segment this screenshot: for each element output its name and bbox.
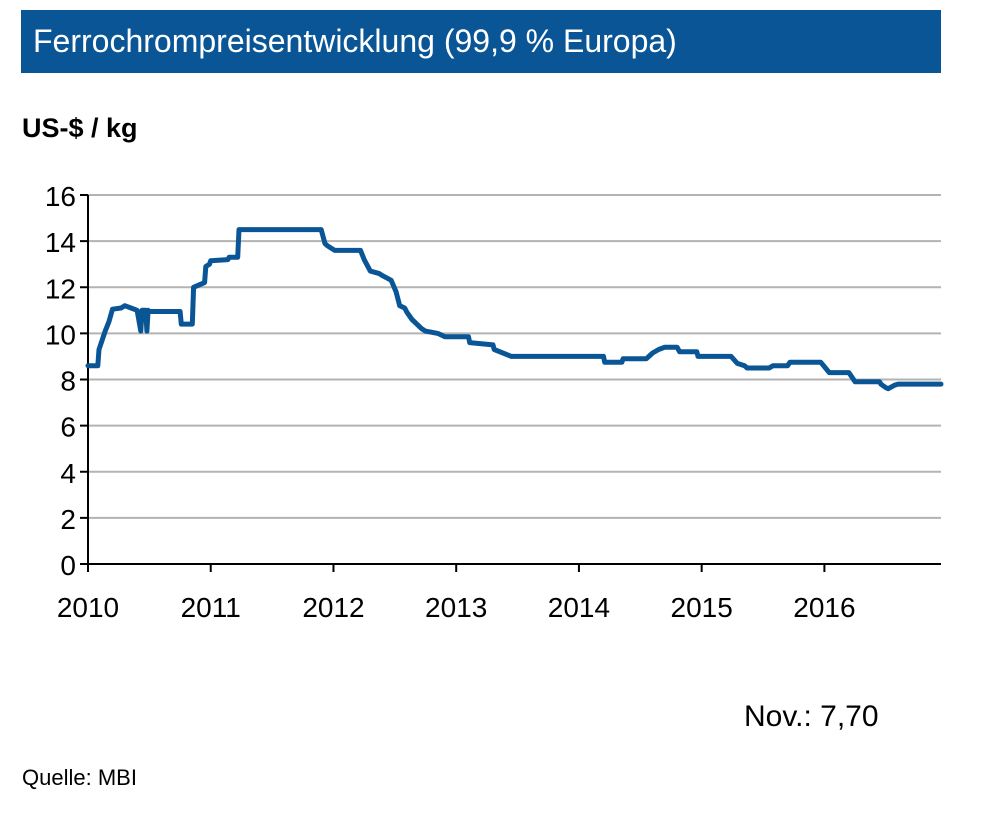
- x-tick-label: 2014: [548, 592, 610, 623]
- y-tick-label: 0: [60, 550, 76, 581]
- price-series-line: [85, 227, 944, 392]
- x-tick-label: 2011: [181, 592, 241, 623]
- y-axis-unit-label: US-$ / kg: [22, 113, 138, 143]
- x-tick-label: 2012: [302, 592, 364, 623]
- x-tick-label: 2010: [57, 592, 119, 623]
- x-tick-label: 2016: [793, 592, 855, 623]
- x-tick-label: 2015: [671, 592, 733, 623]
- title-bar: Ferrochrompreisentwicklung (99,9 % Europ…: [21, 10, 941, 73]
- y-tick-label: 2: [60, 504, 76, 535]
- chart-title: Ferrochrompreisentwicklung (99,9 % Europ…: [33, 23, 677, 59]
- y-tick-label: 10: [45, 319, 76, 350]
- y-tick-label: 14: [45, 227, 76, 258]
- y-tick-label: 8: [60, 366, 76, 397]
- y-tick-label: 12: [45, 273, 76, 304]
- y-tick-label: 6: [60, 412, 76, 443]
- y-tick-label: 16: [45, 181, 76, 212]
- latest-value-note: Nov.: 7,70: [744, 700, 879, 733]
- y-tick-label: 4: [60, 458, 76, 489]
- x-tick-label: 2013: [425, 592, 487, 623]
- source-note: Quelle: MBI: [22, 765, 137, 790]
